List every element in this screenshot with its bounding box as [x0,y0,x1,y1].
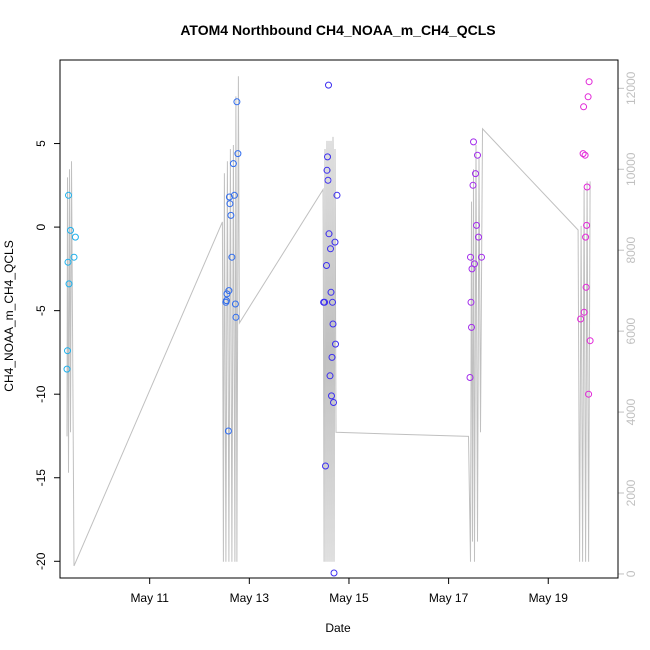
data-point [63,365,71,373]
data-point [325,230,333,238]
data-point [232,313,240,321]
data-point [475,233,482,241]
data-point [321,298,329,306]
data-point [328,353,336,361]
data-point [468,323,475,331]
data-point [329,298,336,306]
data-point [70,253,78,261]
y-tick-label: -5 [34,305,48,316]
data-point [579,150,587,158]
data-point [478,253,485,261]
data-point [226,200,234,208]
data-point [327,288,335,296]
y-tick-label: 0 [34,223,48,230]
data-point [467,298,475,306]
data-point [585,390,593,398]
data-point [585,78,593,86]
data-point [470,138,477,146]
x-tick-label: May 15 [329,591,369,605]
y2-tick-label: 0 [624,570,638,577]
data-point [65,191,72,199]
data-point [582,233,590,241]
data-point [328,392,335,400]
data-point [227,211,235,219]
data-point [64,347,71,355]
data-point [67,226,74,234]
data-point [64,258,72,266]
x-axis: May 11 May 13 May 15 May 17 May 19 [130,577,569,605]
data-point [225,287,233,295]
data-point [225,193,233,201]
plot-frame [59,59,619,579]
data-point [580,308,588,316]
y2-tick-label: 6000 [624,317,638,344]
y2-tick-label: 12000 [624,71,638,105]
data-point [584,93,592,101]
data-point [229,160,237,168]
data-point [332,340,339,348]
scatter-points [63,78,594,577]
data-point [326,372,334,380]
data-point [583,183,591,191]
data-point [330,569,338,577]
data-point [583,221,591,229]
data-point [582,283,590,291]
y2-tick-label: 10000 [624,152,638,186]
y2-tick-label: 4000 [624,398,638,425]
data-point [234,150,242,158]
data-point [65,280,73,288]
data-point [467,253,474,261]
y-tick-label: 5 [34,140,48,147]
x-tick-label: May 13 [230,591,270,605]
chart-title: ATOM4 Northbound CH4_NOAA_m_CH4_QCLS [180,22,495,38]
data-point [228,253,236,261]
data-point [333,191,341,199]
data-point [322,462,329,470]
y2-tick-label: 2000 [624,479,638,506]
data-point [327,245,334,253]
data-point [469,181,477,189]
x-tick-label: May 17 [429,591,469,605]
data-point [231,300,239,308]
data-point [324,153,331,161]
altitude-series [66,76,591,567]
data-point [474,151,481,159]
x-tick-label: May 11 [130,591,169,605]
data-point [581,151,589,159]
data-point [323,262,330,269]
data-point [586,337,594,345]
data-point [325,81,332,89]
data-point [222,297,230,305]
data-point [330,399,337,406]
y-axis-label: CH4_NOAA_m_CH4_QCLS [2,240,16,391]
data-point [473,221,480,229]
altitude-line [66,76,591,567]
y2-axis: 0 2000 4000 6000 8000 10000 12000 [618,71,638,577]
data-point [323,166,331,174]
data-point [471,260,478,268]
data-point [577,315,585,323]
x-axis-label: Date [325,621,351,635]
data-point [224,427,232,435]
x-tick-label: May 19 [529,591,569,605]
data-point [331,238,339,246]
data-point [329,320,337,328]
y-axis: -20 -15 -10 -5 0 5 [34,140,61,570]
y-tick-label: -15 [34,469,48,487]
y-tick-label: -20 [34,552,48,570]
data-point [472,170,479,178]
data-point [233,98,241,106]
data-point [71,233,79,241]
data-point [230,191,238,199]
data-point [324,176,332,184]
data-point [466,374,474,381]
y-tick-label: -10 [34,385,48,403]
data-point [580,103,588,111]
y2-tick-label: 8000 [624,237,638,264]
